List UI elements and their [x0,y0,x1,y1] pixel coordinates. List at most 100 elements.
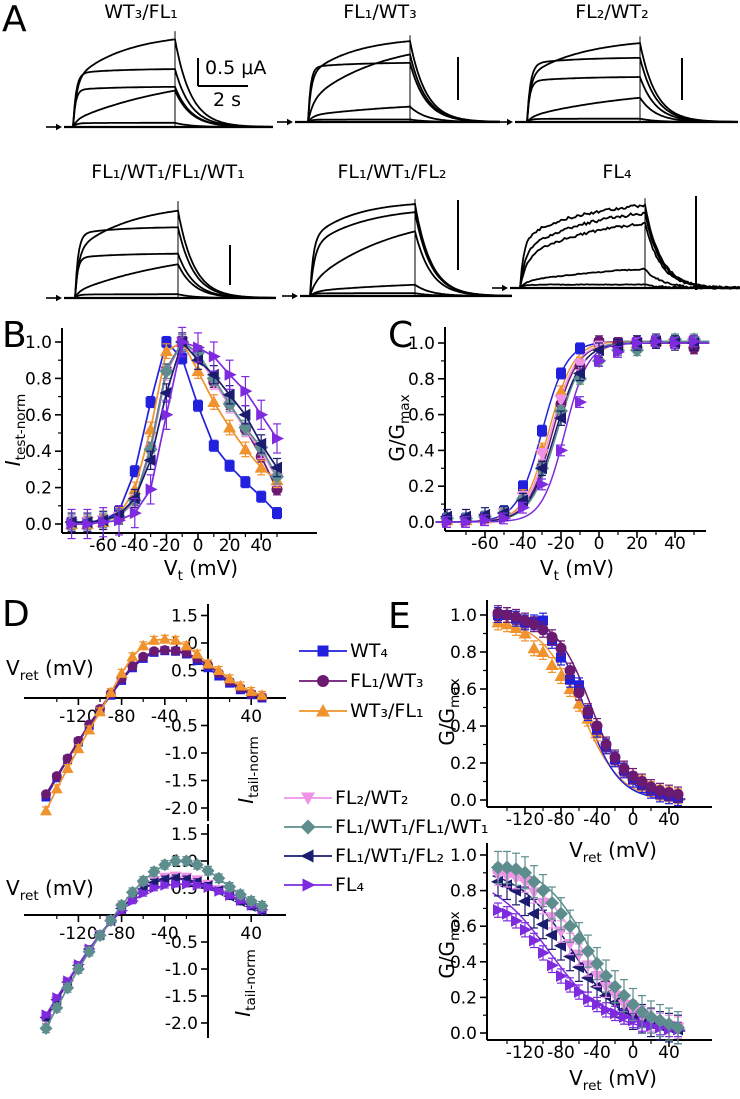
chart-C-series-FL1WT3 [441,335,700,527]
svg-text:-1.5: -1.5 [165,772,198,792]
scalebar-time-label: 2 s [213,89,242,111]
trace [307,118,500,123]
svg-text:-40: -40 [121,536,149,556]
svg-text:0.6: 0.6 [450,917,477,937]
panel-a-title-2: FL₂/WT₂ [575,1,649,23]
trace [309,230,512,297]
legend-label: FL₄ [335,873,365,896]
panel-letter-c: C [388,315,414,356]
chart-E-bottom-series-FL1WT1FL1WT1 [491,850,685,1045]
svg-text:20: 20 [219,536,241,556]
svg-text:-20: -20 [153,536,181,556]
svg-text:0.8: 0.8 [408,370,435,390]
chart-c-ylabel: G/Gmax [385,394,414,462]
trace [519,283,740,290]
panel-letter-d: D [2,594,30,635]
chart-E-top: -120 -80 -40 0 40 0.0 0.2 0.4 0.6 0.8 1.0 [450,600,712,830]
panel-a-group-2 [497,36,739,126]
trace [72,85,273,128]
chart-B: -60 -40 -20 0 20 40 0.0 0.2 0.4 0.6 0.8 1.0 [25,326,317,556]
chart-c-xlabel: Vt (mV) [539,556,615,584]
chart-b-ylabel: Itest-norm [1,393,30,467]
svg-text:-20: -20 [547,534,575,554]
trace [72,89,273,128]
svg-text:0.0: 0.0 [25,515,52,535]
panel-a-title-4: FL₁/WT₁/FL₂ [337,161,447,183]
panel-a-group-5 [492,196,740,292]
legend-label: FL₁/WT₁/FL₂ [335,844,445,867]
legend-marker-circle-icon [299,675,347,687]
svg-text:1.0: 1.0 [450,606,477,626]
legend-item-FL4: FL₄ [284,870,488,899]
svg-text:1.0: 1.0 [25,333,52,353]
chart-E-bottom: -120 -80 -40 0 40 0.0 0.2 0.4 0.6 0.8 1.0 [450,843,712,1063]
svg-text:40: 40 [658,810,680,830]
svg-text:40: 40 [664,534,686,554]
legend-marker-triangle-left-icon [284,849,332,862]
svg-text:40: 40 [240,707,262,727]
trace [519,221,740,289]
chart-C-series-FL2WT2 [440,335,701,527]
svg-text:0.4: 0.4 [25,442,52,462]
panel-a-title-0: WT₃/FL₁ [104,1,178,23]
chart-C-series-FL1WT1FL2 [440,333,699,525]
trace [309,211,512,297]
legend-marker-triangle-down-icon [284,792,332,805]
svg-text:-60: -60 [89,536,117,556]
svg-text:1.0: 1.0 [450,846,477,866]
legend-item-FL1WT3: FL₁/WT₃ [299,666,424,696]
svg-text:1.0: 1.0 [408,334,435,354]
svg-text:-40: -40 [583,810,611,830]
legend-group-2: FL₂/WT₂ FL₁/WT₁/FL₁/WT₁ FL₁/WT₁/FL₂ FL₄ [284,783,488,899]
chart-C-series-FL4 [442,335,701,528]
svg-text:0.8: 0.8 [450,882,477,902]
chart-D-top-series-WT3FL1 [40,633,268,816]
chart-C-series-WT3FL1 [440,334,701,527]
svg-text:-40: -40 [151,924,179,944]
svg-text:0.4: 0.4 [450,953,477,973]
legend-item-FL1WT1FL1WT1: FL₁/WT₁/FL₁/WT₁ [284,812,488,841]
svg-text:-2.0: -2.0 [165,799,198,819]
panel-a-title-5: FL₄ [602,161,632,183]
chart-C-series-WT4 [442,335,699,525]
svg-text:-80: -80 [108,707,136,727]
fit-FL2WT2 [435,342,710,523]
svg-text:0.2: 0.2 [450,754,477,774]
svg-text:20: 20 [626,534,648,554]
panel-letter-e: E [388,596,411,637]
svg-text:-60: -60 [471,534,499,554]
panel-a-title-1: FL₁/WT₃ [343,1,417,23]
legend-label: FL₂/WT₂ [335,786,409,809]
legend-marker-triangle-up-icon [299,704,347,717]
legend-marker-diamond-icon [284,819,332,834]
panel-a-title-3: FL₁/WT₁/FL₁/WT₁ [91,161,245,183]
legend-marker-triangle-right-icon [284,878,332,891]
svg-text:0.0: 0.0 [450,1024,477,1044]
trace [74,226,276,299]
svg-text:-1.0: -1.0 [165,960,198,980]
legend-label: WT₄ [350,640,389,662]
panel-a-group-4 [282,199,512,300]
chart-e-top-xlabel: Vret (mV) [569,838,657,866]
legend-item-WT4: WT₄ [299,636,424,666]
legend-label: FL₁/WT₃ [350,670,424,692]
svg-text:0.2: 0.2 [450,988,477,1008]
svg-text:0.6: 0.6 [25,406,52,426]
svg-text:-0.5: -0.5 [165,933,198,953]
svg-text:-40: -40 [509,534,537,554]
svg-text:0: 0 [628,810,639,830]
svg-text:-120: -120 [506,1043,545,1063]
legend-item-FL2WT2: FL₂/WT₂ [284,783,488,812]
svg-text:0.4: 0.4 [408,441,435,461]
svg-text:-1.0: -1.0 [165,744,198,764]
trace [72,38,273,128]
svg-text:40: 40 [250,536,272,556]
legend-group-1: WT₄ FL₁/WT₃ WT₃/FL₁ [299,636,424,726]
svg-text:40: 40 [240,924,262,944]
chart-d-top-xlabel: Vret (mV) [6,656,94,684]
svg-text:0.6: 0.6 [450,680,477,700]
chart-d-bottom-xlabel: Vret (mV) [6,876,94,904]
chart-B-series-FL4 [66,326,284,540]
